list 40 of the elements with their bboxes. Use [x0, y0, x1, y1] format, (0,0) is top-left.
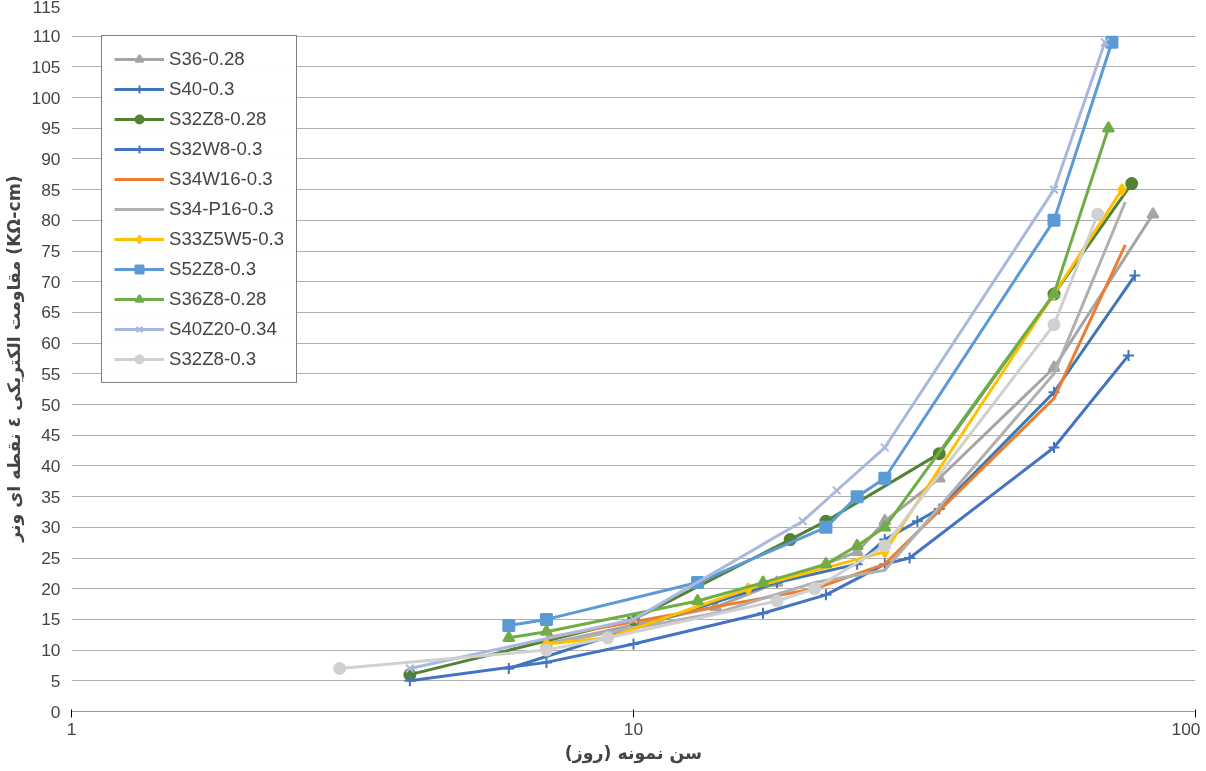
legend-label: S33Z5W5-0.3 — [169, 228, 285, 250]
y-tick-label: 5 — [50, 670, 61, 691]
legend-label: S36-0.28 — [169, 48, 245, 70]
y-tick-label: 115 — [32, 0, 61, 17]
y-tick-label: 45 — [41, 425, 61, 446]
y-tick-label: 70 — [41, 271, 61, 292]
y-tick-label: 25 — [41, 548, 61, 569]
y-tick-label: 35 — [41, 486, 61, 507]
y-tick-label: 105 — [31, 56, 61, 77]
y-tick-label: 85 — [41, 179, 61, 200]
legend-label: S32Z8-0.3 — [169, 348, 257, 370]
legend-label: S40-0.3 — [169, 78, 235, 100]
y-tick-label: 65 — [41, 302, 61, 323]
legend-label: S52Z8-0.3 — [169, 258, 257, 280]
y-tick-label: 100 — [31, 87, 61, 108]
y-tick-label: 55 — [41, 363, 61, 384]
y-tick-label: 75 — [41, 241, 61, 262]
legend-label: S36Z8-0.28 — [169, 288, 267, 310]
x-tick-label: 10 — [623, 718, 644, 739]
legend-label: S32W8-0.3 — [169, 138, 263, 160]
y-tick-label: 90 — [41, 148, 61, 169]
y-tick-label: 80 — [41, 210, 61, 231]
y-tick-label: 20 — [41, 578, 61, 599]
y-tick-label: 50 — [41, 394, 61, 415]
legend-label: S34-P16-0.3 — [169, 198, 274, 220]
x-tick-label: 1 — [66, 718, 77, 739]
y-axis-title: مقاومت الکتریکی ٤ نقطه ای ونر (KΩ-cm) — [3, 175, 25, 543]
y-tick-label: 15 — [41, 609, 61, 630]
legend-label: S40Z20-0.34 — [169, 318, 277, 340]
legend-label: S32Z8-0.28 — [169, 108, 267, 130]
x-tick-label: 100 — [1171, 718, 1201, 739]
legend-label: S34W16-0.3 — [169, 168, 273, 190]
y-tick-label: 110 — [32, 26, 61, 47]
y-tick-label: 60 — [41, 333, 61, 354]
y-tick-label: 10 — [41, 640, 61, 661]
y-tick-label: 30 — [41, 517, 61, 538]
y-tick-label: 40 — [41, 455, 61, 476]
y-tick-label: 95 — [41, 118, 61, 139]
y-tick-label: 0 — [50, 701, 61, 722]
x-axis-title: سن نمونه (روز) — [564, 742, 703, 764]
